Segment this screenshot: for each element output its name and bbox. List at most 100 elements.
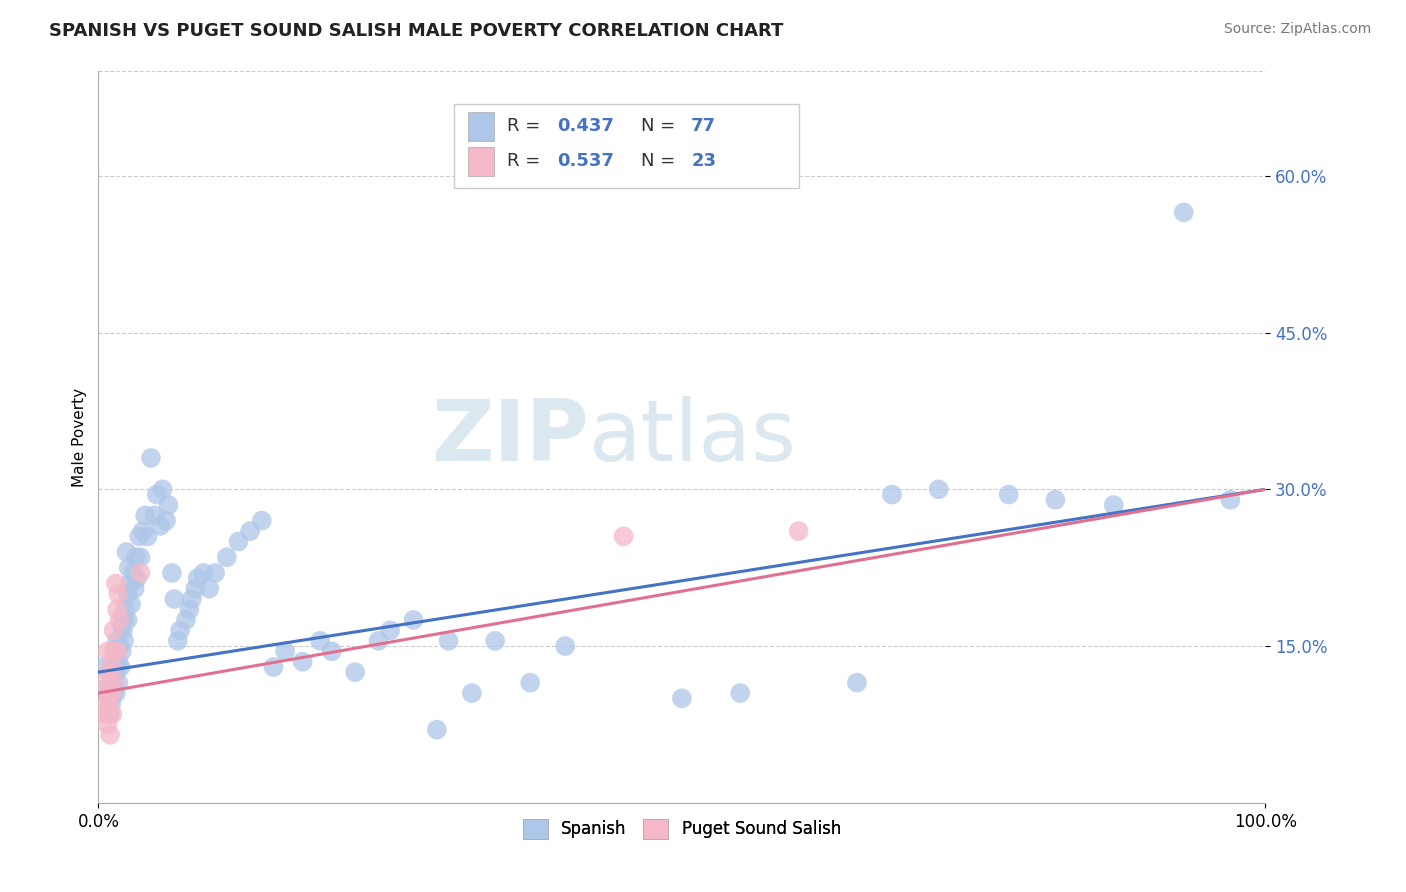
Point: [103, 644, 125, 658]
Point: [846, 675, 869, 690]
Point: [997, 487, 1019, 501]
Point: [134, 508, 156, 523]
Point: [437, 633, 460, 648]
Point: [93, 660, 115, 674]
Point: [184, 582, 207, 596]
Point: [107, 675, 129, 690]
Point: [96, 697, 118, 711]
Point: [110, 660, 132, 674]
Point: [519, 675, 541, 690]
Point: [129, 550, 152, 565]
Point: [484, 633, 506, 648]
Point: [115, 545, 138, 559]
FancyBboxPatch shape: [468, 146, 494, 176]
Text: ZIP: ZIP: [430, 395, 589, 479]
Point: [157, 498, 180, 512]
Point: [671, 691, 693, 706]
Point: [97, 665, 120, 680]
Point: [179, 602, 201, 616]
Text: N =: N =: [641, 153, 681, 170]
Point: [160, 566, 183, 580]
Point: [97, 691, 120, 706]
Point: [104, 675, 127, 690]
Text: R =: R =: [508, 117, 546, 136]
Point: [111, 644, 134, 658]
Point: [180, 592, 202, 607]
Point: [146, 487, 169, 501]
Point: [166, 633, 188, 648]
Point: [105, 602, 128, 616]
Point: [114, 602, 136, 616]
Point: [97, 706, 120, 721]
Point: [129, 566, 152, 580]
Text: 77: 77: [692, 117, 716, 136]
Point: [1173, 205, 1195, 219]
Point: [101, 706, 124, 721]
Text: 0.537: 0.537: [557, 153, 614, 170]
Point: [103, 660, 125, 674]
Point: [155, 514, 177, 528]
Point: [104, 644, 127, 658]
Point: [139, 450, 162, 465]
Point: [215, 550, 238, 565]
Point: [125, 571, 148, 585]
Point: [174, 613, 197, 627]
Point: [112, 633, 135, 648]
Point: [111, 618, 134, 632]
Point: [1219, 492, 1241, 507]
Point: [100, 660, 122, 674]
Point: [554, 639, 576, 653]
Point: [367, 633, 389, 648]
Point: [309, 633, 332, 648]
Point: [250, 514, 273, 528]
Point: [97, 691, 120, 706]
Point: [402, 613, 425, 627]
Point: [103, 624, 125, 638]
Point: [274, 644, 297, 658]
Point: [239, 524, 262, 538]
Point: [152, 483, 174, 497]
Point: [101, 675, 124, 690]
Point: [321, 644, 343, 658]
Point: [204, 566, 226, 580]
Point: [118, 560, 141, 574]
Point: [880, 487, 903, 501]
Point: [928, 483, 950, 497]
Text: 0.437: 0.437: [557, 117, 614, 136]
Point: [291, 655, 314, 669]
Point: [228, 534, 250, 549]
Point: [132, 524, 155, 538]
Point: [198, 582, 221, 596]
Point: [149, 519, 172, 533]
Point: [107, 655, 129, 669]
Point: [169, 624, 191, 638]
Point: [730, 686, 752, 700]
Point: [105, 633, 128, 648]
Text: 23: 23: [692, 153, 716, 170]
Point: [96, 681, 118, 695]
Point: [1045, 492, 1067, 507]
Point: [107, 587, 129, 601]
Point: [461, 686, 484, 700]
Point: [97, 717, 120, 731]
Point: [98, 665, 121, 680]
Point: [104, 665, 127, 680]
Point: [117, 613, 139, 627]
Point: [98, 706, 121, 721]
Point: [426, 723, 449, 737]
Point: [103, 686, 125, 700]
Text: SPANISH VS PUGET SOUND SALISH MALE POVERTY CORRELATION CHART: SPANISH VS PUGET SOUND SALISH MALE POVER…: [49, 22, 783, 40]
Point: [108, 639, 131, 653]
Point: [120, 597, 142, 611]
Point: [100, 697, 122, 711]
Point: [163, 592, 186, 607]
Point: [100, 686, 122, 700]
Point: [613, 529, 636, 543]
Y-axis label: Male Poverty: Male Poverty: [72, 387, 87, 487]
Point: [98, 728, 121, 742]
Point: [97, 644, 120, 658]
Point: [143, 508, 166, 523]
Point: [1102, 498, 1125, 512]
Point: [94, 675, 117, 690]
Text: N =: N =: [641, 117, 681, 136]
